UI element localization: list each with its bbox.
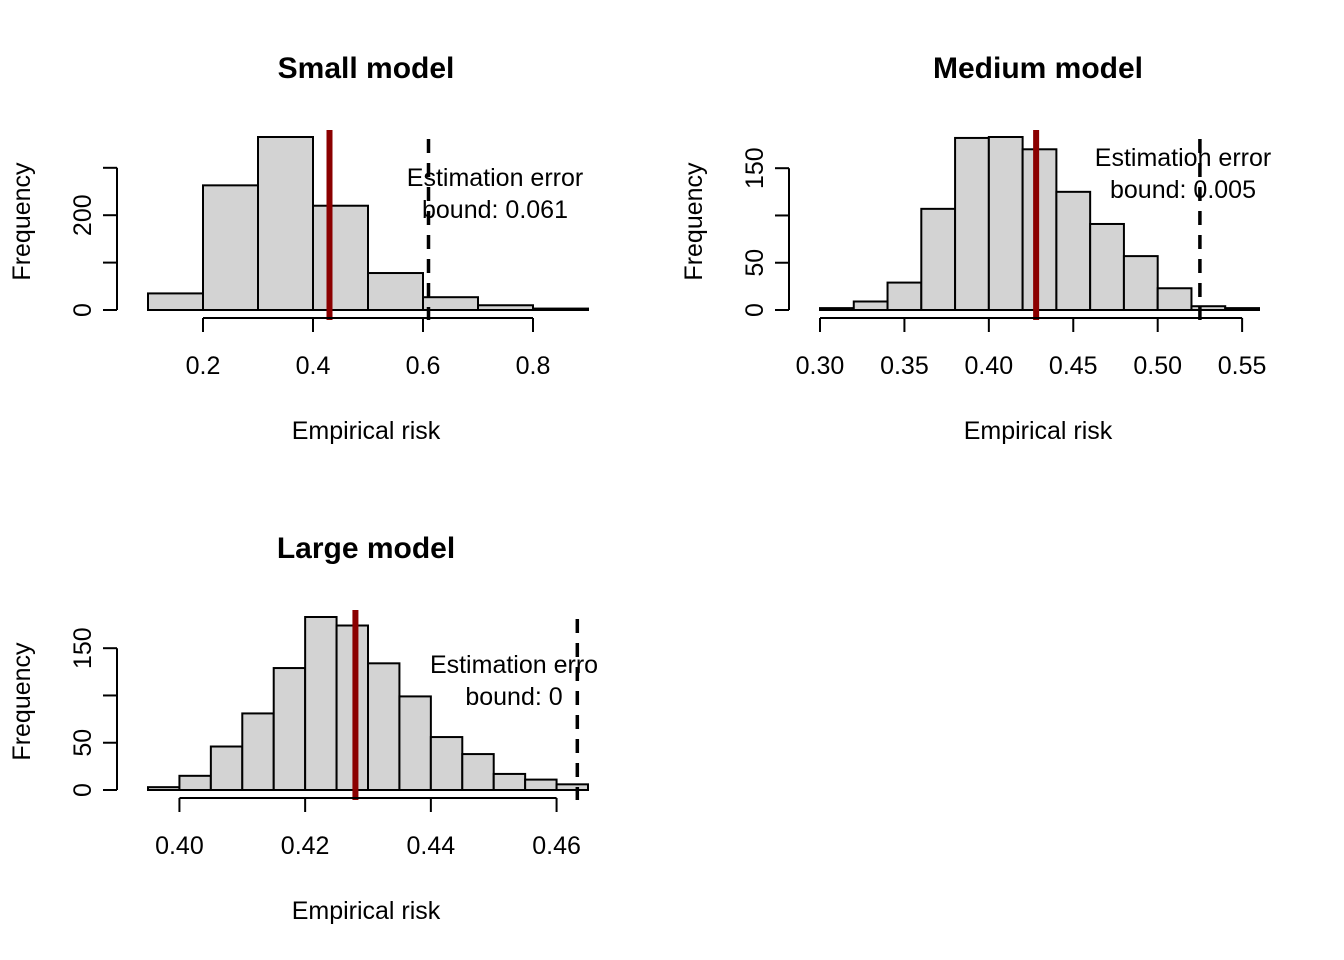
histogram-bar bbox=[147, 292, 204, 311]
bound-annotation: bound: 0.061 bbox=[422, 196, 568, 224]
histogram-bar bbox=[209, 745, 244, 792]
x-tick-label: 0.8 bbox=[516, 352, 551, 380]
y-tick-label: 200 bbox=[69, 194, 97, 236]
histogram-bar bbox=[1122, 255, 1159, 311]
histogram-bar bbox=[1055, 190, 1092, 311]
y-axis-label: Frequency bbox=[8, 162, 36, 281]
x-axis-label: Empirical risk bbox=[292, 897, 441, 925]
histogram-bar bbox=[987, 136, 1024, 311]
x-tick-label: 0.6 bbox=[406, 352, 441, 380]
bound-annotation: bound: 0 bbox=[465, 683, 562, 711]
histogram-bar bbox=[920, 207, 957, 312]
bound-annotation: Estimation error bbox=[407, 164, 583, 192]
x-tick-label: 0.2 bbox=[186, 352, 221, 380]
histogram-bar bbox=[241, 712, 275, 791]
histogram-bar bbox=[1156, 287, 1193, 312]
x-tick-label: 0.45 bbox=[1049, 352, 1098, 380]
y-tick-label: 0 bbox=[69, 303, 97, 317]
histogram-bar bbox=[335, 624, 370, 791]
histogram-bar bbox=[202, 184, 259, 311]
chart-title: Small model bbox=[278, 52, 455, 85]
chart-title: Large model bbox=[277, 532, 455, 565]
x-tick-label: 0.44 bbox=[407, 832, 456, 860]
x-tick-label: 0.42 bbox=[281, 832, 330, 860]
histogram-bar bbox=[477, 304, 534, 312]
y-axis-label: Frequency bbox=[680, 162, 708, 281]
y-tick-label: 150 bbox=[741, 147, 769, 189]
bound-annotation: Estimation erro bbox=[430, 651, 598, 679]
histogram-bar bbox=[819, 307, 855, 311]
x-tick-label: 0.50 bbox=[1133, 352, 1182, 380]
histogram-bar bbox=[461, 753, 495, 791]
chart-panel-0: 0.2 0.4 0.6 0.8 0 200 Small model Empirical ris… bbox=[8, 52, 589, 445]
histogram-bar bbox=[272, 667, 307, 792]
histogram-bar bbox=[1224, 307, 1260, 311]
histogram-bar bbox=[1089, 222, 1125, 311]
histogram-bar bbox=[367, 272, 424, 312]
histogram-bar bbox=[429, 736, 464, 792]
histogram-bar bbox=[532, 307, 589, 312]
chart-panel-2: 0.40 0.42 0.44 0.46 0 50 150 Large model Empiric… bbox=[8, 532, 598, 925]
histogram-bar bbox=[524, 778, 558, 791]
histogram-bar bbox=[398, 695, 432, 792]
y-tick-label: 50 bbox=[741, 249, 769, 277]
x-axis-label: Empirical risk bbox=[292, 417, 441, 445]
histogram-bar bbox=[852, 300, 889, 311]
y-tick-label: 0 bbox=[69, 783, 97, 797]
histogram-bar bbox=[1021, 148, 1058, 311]
histogram-bar bbox=[178, 774, 212, 792]
y-tick-label: 0 bbox=[741, 303, 769, 317]
chart-title: Medium model bbox=[933, 52, 1143, 85]
x-tick-label: 0.35 bbox=[880, 352, 929, 380]
x-tick-label: 0.40 bbox=[155, 832, 204, 860]
x-tick-label: 0.40 bbox=[965, 352, 1014, 380]
histogram-bar bbox=[147, 786, 181, 792]
histogram-bar bbox=[304, 616, 338, 791]
histogram-bar bbox=[886, 281, 923, 311]
x-axis-label: Empirical risk bbox=[964, 417, 1113, 445]
y-tick-label: 150 bbox=[69, 627, 97, 669]
bound-annotation: bound: 0.005 bbox=[1110, 176, 1256, 204]
y-tick-label: 50 bbox=[69, 729, 97, 757]
histogram-bar bbox=[1190, 305, 1227, 311]
x-tick-label: 0.46 bbox=[532, 832, 581, 860]
x-tick-label: 0.55 bbox=[1218, 352, 1267, 380]
chart-panel-1: 0.30 0.35 0.40 0.45 0.50 0.55 0 50 150 Medium mod… bbox=[680, 52, 1271, 445]
histogram-bar bbox=[422, 296, 479, 311]
histogram-bar bbox=[492, 772, 527, 791]
y-axis-label: Frequency bbox=[8, 642, 36, 761]
x-tick-label: 0.4 bbox=[296, 352, 331, 380]
bound-annotation: Estimation error bbox=[1095, 144, 1271, 172]
histogram-bar bbox=[954, 136, 990, 311]
histogram-bar bbox=[312, 204, 369, 311]
histogram-bar bbox=[555, 783, 589, 792]
x-tick-label: 0.30 bbox=[796, 352, 845, 380]
histogram-bar bbox=[257, 136, 314, 311]
histogram-bar bbox=[367, 662, 401, 791]
